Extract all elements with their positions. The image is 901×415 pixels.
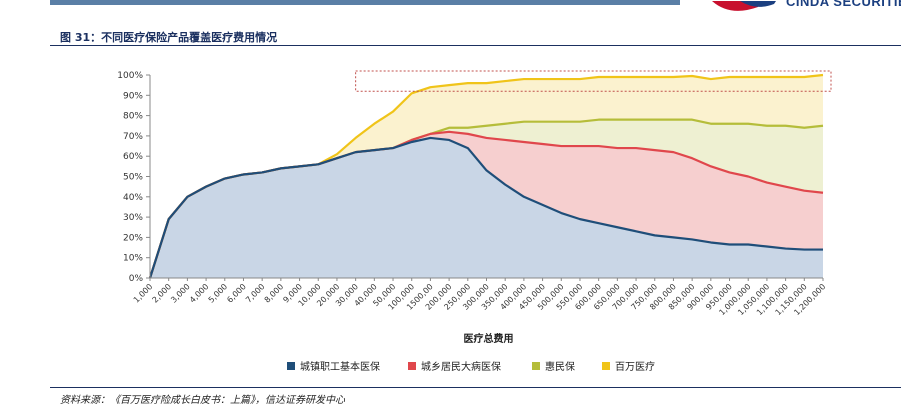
x-tick-label: 4,000 — [188, 282, 211, 305]
legend-swatch — [602, 362, 610, 370]
y-tick-label: 30% — [123, 213, 143, 223]
y-tick-label: 10% — [123, 254, 143, 264]
area-fills — [150, 75, 823, 278]
series-lines — [148, 73, 824, 279]
logo: CINDA SECURITIES — [700, 0, 901, 14]
legend-item-0: 城镇职工基本医保 — [287, 360, 380, 373]
legend-label: 百万医疗 — [615, 360, 655, 373]
legend-label: 惠民保 — [545, 360, 575, 373]
legend-swatch — [532, 362, 540, 370]
figure-title: 图 31：不同医疗保险产品覆盖医疗费用情况 — [60, 31, 278, 44]
x-tick-label: 6,000 — [225, 282, 248, 305]
legend: 城镇职工基本医保 城乡居民大病医保 惠民保 百万医疗 — [287, 360, 655, 373]
x-tick-label: 1,000 — [132, 282, 155, 305]
source-divider — [50, 387, 901, 388]
legend-swatch — [408, 362, 416, 370]
legend-label: 城镇职工基本医保 — [300, 360, 380, 373]
x-tick-label: 5,000 — [207, 282, 230, 305]
top-bar — [50, 0, 680, 5]
legend-swatch — [287, 362, 295, 370]
legend-label: 城乡居民大病医保 — [421, 360, 501, 373]
x-tick-label: 2,000 — [151, 282, 174, 305]
y-tick-label: 70% — [123, 132, 143, 142]
logo-swoosh-icon — [712, 1, 776, 11]
coverage-area-chart: 0% 10% 20% 30% 40% 50% 60% 70% 80% 90% 100% 1,0002,… — [117, 70, 832, 373]
legend-item-2: 惠民保 — [532, 360, 575, 373]
series-line-0 — [148, 136, 823, 279]
title-divider — [50, 45, 901, 46]
logo-text: CINDA SECURITIES — [786, 0, 901, 9]
y-tick-label: 100% — [117, 71, 143, 81]
y-tick-label: 60% — [123, 152, 143, 162]
y-tick-label: 50% — [123, 173, 143, 183]
y-tick-label: 90% — [123, 91, 143, 101]
legend-item-3: 百万医疗 — [602, 360, 655, 373]
area-0 — [150, 137, 823, 278]
x-tick-label: 8,000 — [263, 282, 286, 305]
x-axis-title: 医疗总费用 — [464, 332, 514, 345]
y-tick-label: 20% — [123, 233, 143, 243]
x-tick-label: 3,000 — [169, 282, 192, 305]
y-tick-label: 0% — [129, 274, 144, 284]
highlight-box — [355, 70, 832, 92]
legend-item-1: 城乡居民大病医保 — [408, 360, 501, 373]
y-tick-label: 40% — [123, 193, 143, 203]
x-tick-label: 7,000 — [244, 282, 267, 305]
source-note: 资料来源：《百万医疗险成长白皮书：上篇》，信达证券研发中心 — [60, 395, 345, 406]
y-tick-label: 80% — [123, 112, 143, 122]
